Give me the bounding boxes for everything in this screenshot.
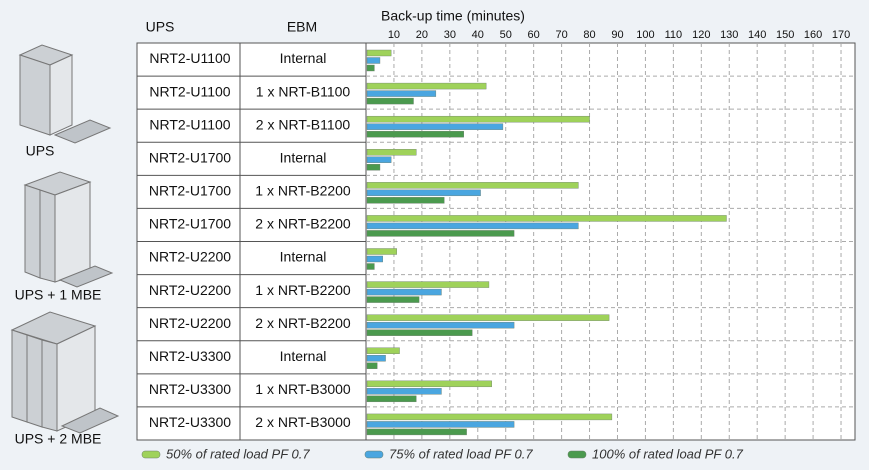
bar (366, 288, 442, 296)
x-tick-label: 60 (528, 29, 540, 41)
bar (366, 355, 386, 362)
bar (366, 215, 727, 222)
bar (366, 296, 420, 303)
x-tick-label: 150 (776, 29, 794, 41)
bar (366, 314, 610, 321)
ebm-cell: 1 x NRT-B1100 (256, 83, 351, 99)
ebm-cell: Internal (280, 149, 327, 165)
bar (366, 380, 492, 388)
ups-2-mbe-illustration (10, 311, 120, 434)
ups-illustration (18, 44, 112, 144)
axis-label: Back-up time (minutes) (381, 8, 525, 24)
ups-1-mbe-illustration (23, 171, 114, 288)
legend-label: 75% of rated load PF 0.7 (389, 446, 533, 461)
ups-cell: NRT2-U1100 (149, 50, 230, 66)
ups-cell: NRT2-U1100 (149, 83, 230, 99)
column-header: EBM (287, 19, 317, 35)
bar (366, 123, 504, 130)
x-tick-label: 10 (388, 29, 400, 41)
bar (366, 164, 381, 171)
x-tick-label: 140 (748, 29, 766, 41)
x-tick-label: 130 (720, 29, 738, 41)
bar (366, 189, 481, 197)
bar (366, 64, 375, 72)
x-tick-label: 40 (472, 29, 484, 41)
bar (366, 329, 473, 336)
bar (366, 428, 467, 436)
x-tick-label: 110 (665, 29, 683, 41)
column-header: UPS (146, 19, 175, 35)
bar (366, 49, 392, 57)
bar (366, 347, 400, 354)
ups-cell: NRT2-U2200 (149, 282, 231, 298)
bar (366, 90, 437, 97)
ups-cell: NRT2-U1700 (149, 216, 231, 232)
bar (366, 222, 579, 230)
bar (366, 413, 613, 421)
group-label: UPS (26, 143, 55, 159)
ebm-cell: Internal (280, 50, 327, 66)
x-tick-label: 170 (832, 29, 850, 41)
ebm-cell: 1 x NRT-B2200 (255, 282, 351, 298)
bar (366, 388, 442, 395)
ups-cell: NRT2-U1700 (149, 149, 231, 165)
ups-cell: NRT2-U3300 (149, 381, 231, 397)
ups-cell: NRT2-U2200 (149, 249, 231, 265)
bar (366, 57, 381, 64)
bar (366, 248, 397, 255)
bar (366, 230, 515, 237)
bar (366, 182, 579, 189)
bar (366, 156, 392, 163)
group-label: UPS + 2 MBE (15, 431, 102, 447)
ebm-cell: 2 x NRT-B1100 (256, 116, 351, 132)
bar (366, 149, 417, 156)
x-tick-label: 70 (555, 29, 567, 41)
bar (366, 421, 515, 428)
ebm-cell: Internal (280, 249, 327, 265)
bar (366, 82, 487, 90)
bar (366, 263, 375, 270)
bar (366, 281, 490, 288)
ebm-cell: 2 x NRT-B3000 (255, 414, 351, 430)
ups-cell: NRT2-U1700 (149, 183, 231, 199)
legend-swatch (364, 450, 384, 459)
bar (366, 362, 378, 369)
ups-cell: NRT2-U1100 (149, 116, 230, 132)
x-tick-label: 160 (804, 29, 822, 41)
bar (366, 197, 445, 204)
bar (366, 255, 383, 263)
x-tick-label: 80 (583, 29, 595, 41)
ebm-cell: 1 x NRT-B3000 (255, 381, 351, 397)
x-tick-label: 120 (692, 29, 710, 41)
bar (366, 395, 417, 403)
ebm-cell: 2 x NRT-B2200 (255, 216, 351, 232)
ebm-cell: 1 x NRT-B2200 (255, 183, 351, 199)
legend-swatch (141, 450, 161, 459)
ups-cell: NRT2-U3300 (149, 414, 231, 430)
ebm-cell: Internal (280, 348, 327, 364)
legend-label: 100% of rated load PF 0.7 (592, 446, 744, 461)
x-tick-label: 30 (444, 29, 456, 41)
x-tick-label: 90 (611, 29, 623, 41)
bar (366, 130, 465, 138)
group-label: UPS + 1 MBE (15, 287, 102, 303)
x-tick-label: 50 (500, 29, 512, 41)
legend-swatch (567, 450, 587, 459)
ups-cell: NRT2-U3300 (149, 348, 231, 364)
bar (366, 321, 515, 329)
legend-label: 50% of rated load PF 0.7 (166, 446, 310, 461)
ups-cell: NRT2-U2200 (149, 315, 231, 331)
x-tick-label: 20 (416, 29, 428, 41)
x-tick-label: 100 (636, 29, 654, 41)
bar (366, 115, 590, 123)
ebm-cell: 2 x NRT-B2200 (255, 315, 351, 331)
bar (366, 97, 414, 105)
